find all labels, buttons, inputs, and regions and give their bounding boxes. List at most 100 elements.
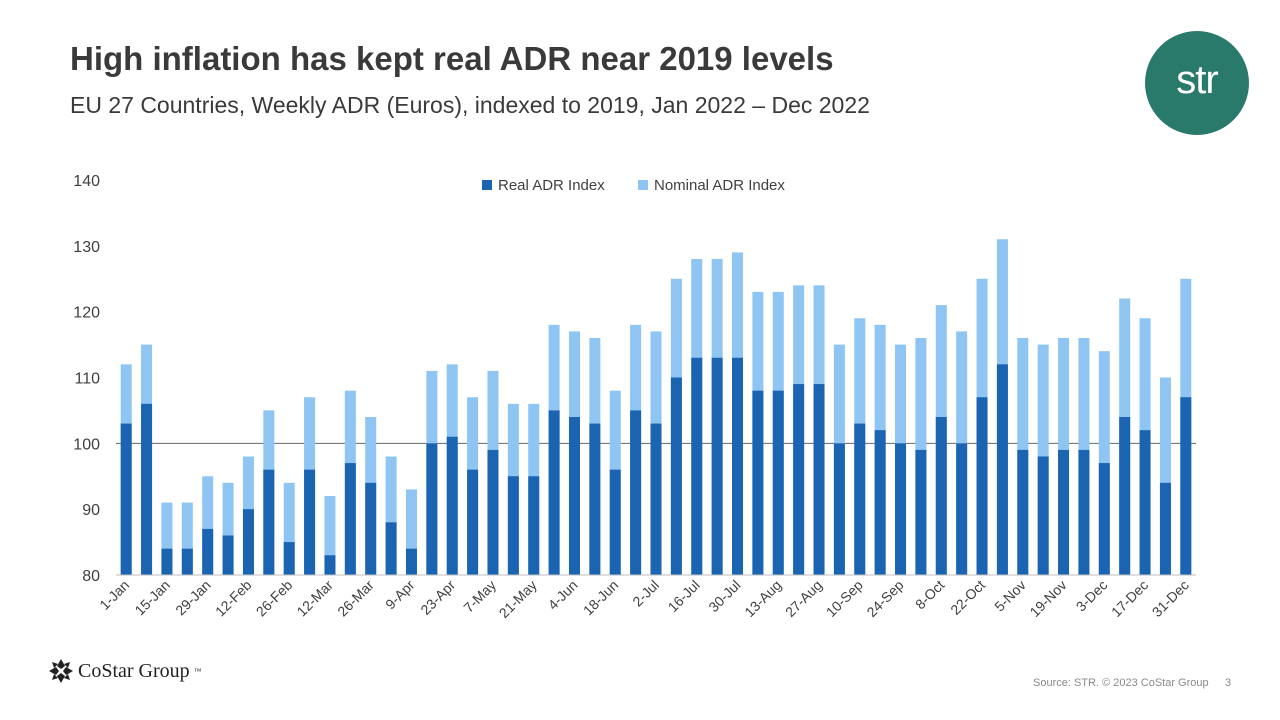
page-subtitle: EU 27 Countries, Weekly ADR (Euros), ind… xyxy=(70,92,870,118)
bar-real xyxy=(222,535,234,575)
legend-label-nominal: Nominal ADR Index xyxy=(654,177,785,194)
bar-nominal xyxy=(1098,351,1110,575)
bar-real xyxy=(304,469,316,575)
bar-real xyxy=(385,522,397,575)
bar-real xyxy=(956,443,968,575)
costar-wordmark: CoStar Group xyxy=(78,659,190,682)
x-tick-label: 15-Jan xyxy=(131,577,173,619)
bar-real xyxy=(161,548,173,575)
x-tick-label: 2-Jul xyxy=(629,577,662,610)
bar-real xyxy=(1180,397,1192,575)
bar-real xyxy=(589,423,601,575)
bar-real xyxy=(283,542,295,575)
bar-real xyxy=(630,410,642,575)
bar-nominal xyxy=(324,496,336,575)
legend-label-real: Real ADR Index xyxy=(498,177,605,194)
bar-real xyxy=(263,469,275,575)
bar-real xyxy=(874,430,886,575)
x-tick-label: 29-Jan xyxy=(172,577,214,619)
bar-real xyxy=(670,377,682,575)
bar-real xyxy=(181,548,193,575)
bar-real xyxy=(487,449,499,575)
bar-real xyxy=(1017,449,1029,575)
bar-nominal xyxy=(1159,377,1171,575)
bar-real xyxy=(548,410,560,575)
x-tick-label: 26-Mar xyxy=(334,577,377,620)
bar-real xyxy=(813,384,825,575)
bar-real xyxy=(507,476,519,575)
x-tick-label: 19-Nov xyxy=(1026,577,1069,620)
bar-nominal xyxy=(283,482,295,575)
bar-real xyxy=(609,469,621,575)
y-tick-label: 130 xyxy=(73,239,100,256)
x-tick-label: 22-Oct xyxy=(947,577,988,618)
bar-real xyxy=(1139,430,1151,575)
bar-real xyxy=(1037,456,1049,575)
bar-real xyxy=(568,417,580,575)
bar-real xyxy=(793,384,805,575)
x-tick-label: 24-Sep xyxy=(863,577,906,620)
y-tick-label: 140 xyxy=(73,173,100,190)
x-tick-label: 31-Dec xyxy=(1149,577,1192,620)
bar-real xyxy=(833,443,845,575)
y-tick-label: 100 xyxy=(73,436,100,453)
bar-nominal xyxy=(385,456,397,575)
bar-real xyxy=(1159,482,1171,575)
x-tick-label: 26-Feb xyxy=(253,577,296,620)
costar-logo-icon xyxy=(49,659,73,683)
x-tick-label: 4-Jun xyxy=(545,577,581,613)
x-tick-label: 13-Aug xyxy=(741,577,784,620)
bar-real xyxy=(752,390,764,575)
str-logo-text: str xyxy=(1176,57,1218,102)
bar-nominal xyxy=(161,502,173,575)
bar-real xyxy=(915,449,927,575)
bar-nominal xyxy=(222,482,234,575)
legend-swatch-nominal xyxy=(638,180,648,190)
bar-nominal xyxy=(181,502,193,575)
source-note: Source: STR. © 2023 CoStar Group xyxy=(1033,677,1209,689)
y-tick-label: 80 xyxy=(82,568,100,585)
bar-real xyxy=(344,463,356,575)
x-tick-label: 8-Oct xyxy=(912,577,948,613)
bar-real xyxy=(976,397,988,575)
page-title: High inflation has kept real ADR near 20… xyxy=(70,40,834,77)
bar-real xyxy=(711,357,723,575)
bar-real xyxy=(1119,417,1131,575)
bar-real xyxy=(528,476,540,575)
x-tick-label: 30-Jul xyxy=(705,577,743,615)
y-tick-label: 110 xyxy=(74,371,100,388)
bar-real xyxy=(365,482,377,575)
x-tick-label: 5-Nov xyxy=(991,577,1029,615)
bar-real xyxy=(854,423,866,575)
bar-real xyxy=(895,443,907,575)
bar-real xyxy=(242,509,254,575)
x-tick-label: 18-Jun xyxy=(580,577,622,619)
x-tick-label: 9-Apr xyxy=(382,577,418,613)
bar-real xyxy=(446,436,458,575)
x-tick-label: 21-May xyxy=(496,577,540,621)
bar-real xyxy=(467,469,479,575)
y-tick-label: 90 xyxy=(82,502,100,519)
legend-swatch-real xyxy=(482,180,492,190)
x-tick-label: 7-May xyxy=(460,577,499,616)
bar-real xyxy=(1058,449,1070,575)
y-tick-label: 120 xyxy=(73,305,100,322)
x-tick-label: 23-Apr xyxy=(417,577,458,618)
bar-real xyxy=(772,390,784,575)
x-tick-label: 27-Aug xyxy=(782,577,825,620)
page-number: 3 xyxy=(1225,677,1232,689)
bar-real xyxy=(426,443,438,575)
costar-trademark: ™ xyxy=(193,666,202,676)
bar-real xyxy=(202,528,214,575)
bar-real xyxy=(935,417,947,575)
bar-real xyxy=(120,423,132,575)
bar-nominal xyxy=(202,476,214,575)
x-tick-label: 12-Feb xyxy=(212,577,255,620)
bar-real xyxy=(1078,449,1090,575)
x-tick-label: 1-Jan xyxy=(96,577,132,613)
bar-real xyxy=(732,357,744,575)
bar-real xyxy=(405,548,417,575)
bar-real xyxy=(141,403,153,575)
x-tick-label: 17-Dec xyxy=(1108,577,1151,620)
